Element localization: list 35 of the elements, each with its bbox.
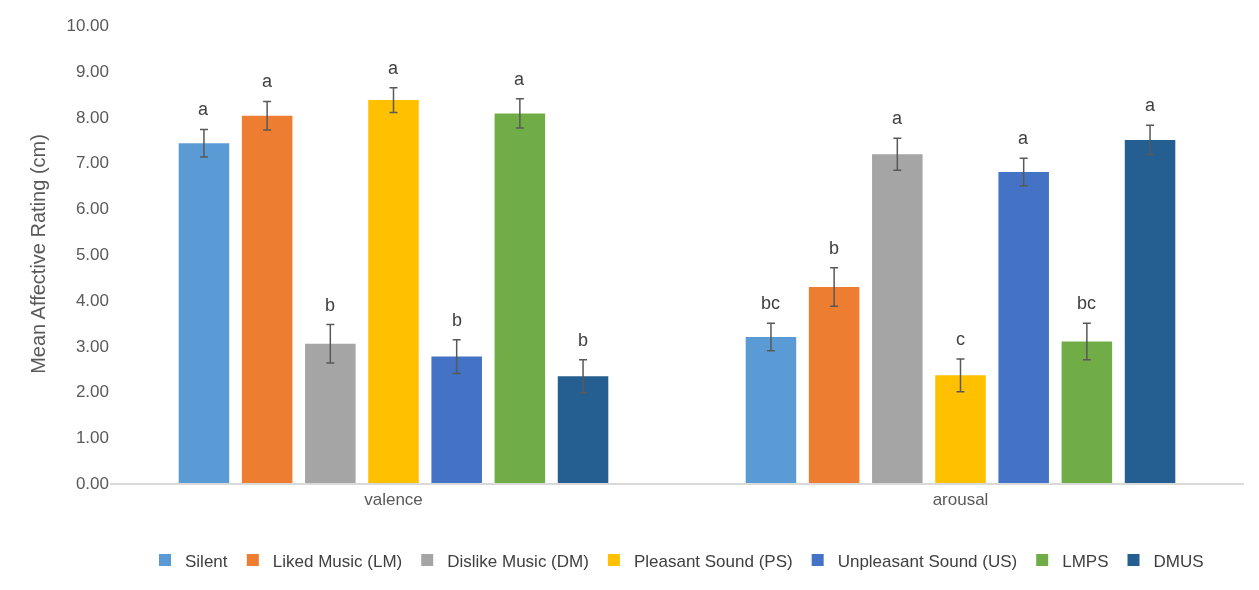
legend-label: LMPS <box>1062 551 1109 571</box>
legend-label: Dislike Music (DM) <box>447 551 589 571</box>
y-tick-label: 7.00 <box>75 153 109 173</box>
data-label: a <box>1018 128 1029 148</box>
data-label: b <box>325 295 336 315</box>
y-tick-label: 5.00 <box>75 244 109 264</box>
data-label: a <box>262 71 273 91</box>
data-label: b <box>829 238 840 258</box>
y-tick-label: 4.00 <box>75 290 109 310</box>
legend-label: Liked Music (LM) <box>272 551 403 571</box>
y-tick-label: 2.00 <box>75 382 109 402</box>
x-tick-label: arousal <box>932 490 989 510</box>
legend-label: Unpleasant Sound (US) <box>837 551 1018 571</box>
y-tick-label: 0.00 <box>75 473 109 493</box>
y-tick-label: 10.00 <box>66 15 109 35</box>
data-label: c <box>956 329 965 349</box>
data-label: a <box>388 58 399 78</box>
data-label: a <box>892 108 903 128</box>
y-axis-title: Mean Affective Rating (cm) <box>26 134 49 374</box>
y-tick-label: 1.00 <box>75 428 109 448</box>
data-label: b <box>452 310 463 330</box>
data-label: a <box>514 69 525 89</box>
y-tick-label: 8.00 <box>75 107 109 127</box>
legend-label: Silent <box>185 551 228 571</box>
y-tick-label: 6.00 <box>75 199 109 219</box>
y-tick-label: 9.00 <box>75 61 109 81</box>
legend-label: DMUS <box>1153 551 1204 571</box>
data-label: bc <box>761 293 781 313</box>
data-label: a <box>198 99 209 119</box>
y-tick-label: 3.00 <box>75 336 109 356</box>
data-label: a <box>1145 95 1156 115</box>
data-label: b <box>578 330 589 350</box>
data-label: bc <box>1077 293 1097 313</box>
x-tick-label: valence <box>364 490 423 510</box>
legend-label: Pleasant Sound (PS) <box>633 551 793 571</box>
